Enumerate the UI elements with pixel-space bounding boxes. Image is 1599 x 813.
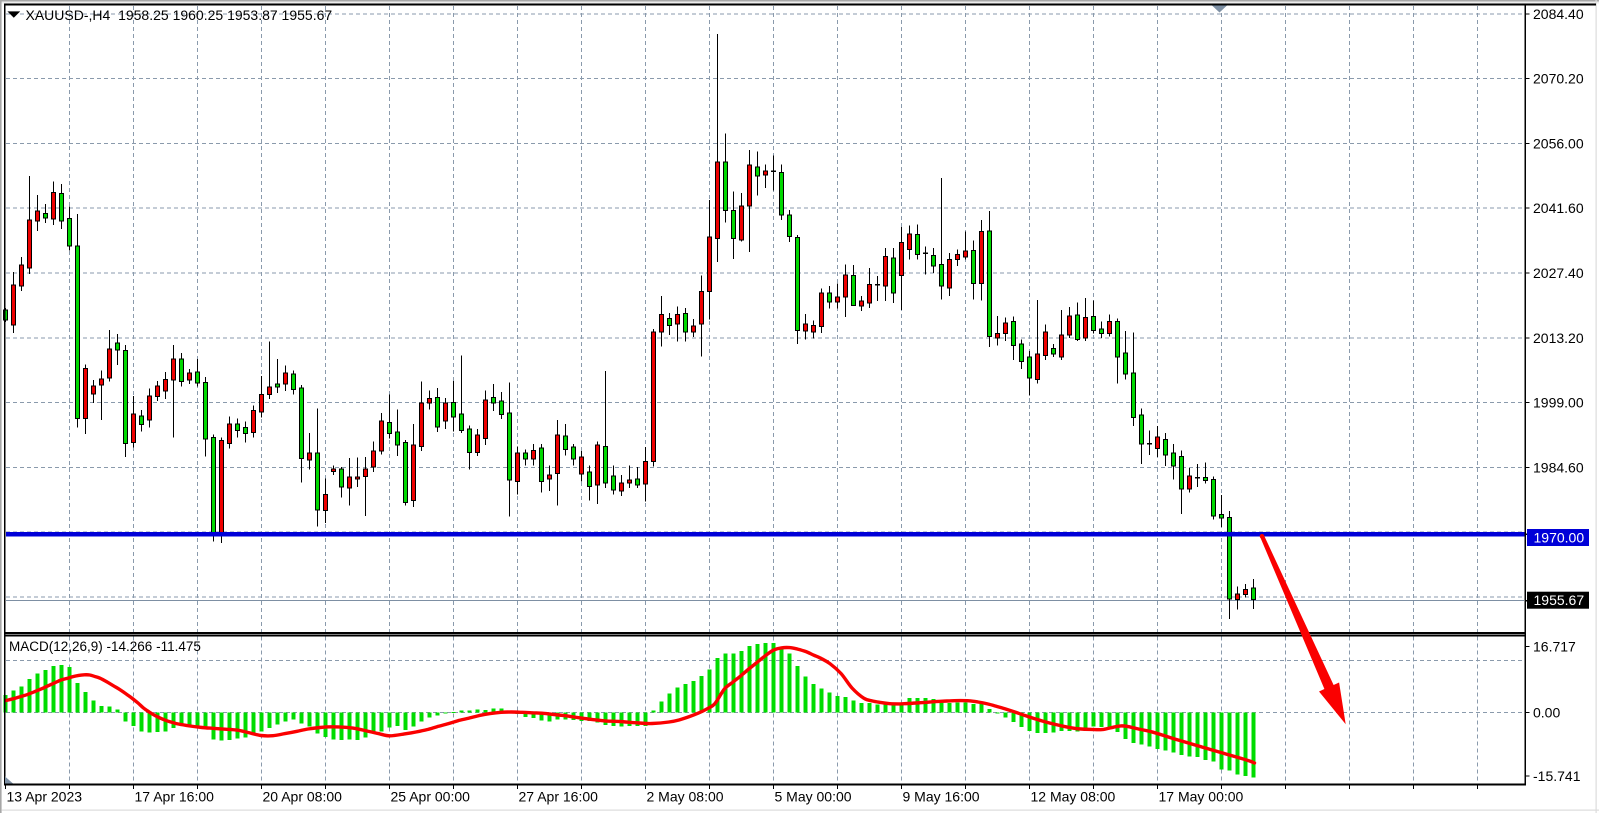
svg-text:20 Apr 08:00: 20 Apr 08:00 <box>263 789 343 805</box>
svg-text:2 May 08:00: 2 May 08:00 <box>647 789 724 805</box>
svg-text:5 May 00:00: 5 May 00:00 <box>775 789 852 805</box>
svg-text:2013.20: 2013.20 <box>1533 330 1584 346</box>
svg-text:12 May 08:00: 12 May 08:00 <box>1031 789 1116 805</box>
svg-text:13 Apr 2023: 13 Apr 2023 <box>7 789 83 805</box>
svg-text:1970.00: 1970.00 <box>1534 530 1585 546</box>
svg-text:27 Apr 16:00: 27 Apr 16:00 <box>519 789 599 805</box>
svg-text:0.00: 0.00 <box>1533 705 1560 721</box>
svg-text:2070.20: 2070.20 <box>1533 71 1584 87</box>
svg-text:-15.741: -15.741 <box>1533 768 1581 784</box>
svg-text:1999.00: 1999.00 <box>1533 395 1584 411</box>
svg-text:2041.60: 2041.60 <box>1533 200 1584 216</box>
svg-text:9 May 16:00: 9 May 16:00 <box>903 789 980 805</box>
svg-text:2056.00: 2056.00 <box>1533 135 1584 151</box>
svg-text:2084.40: 2084.40 <box>1533 6 1584 22</box>
svg-text:1984.60: 1984.60 <box>1533 459 1584 475</box>
svg-text:2027.40: 2027.40 <box>1533 265 1584 281</box>
svg-text:16.717: 16.717 <box>1533 638 1576 654</box>
svg-text:17 May 00:00: 17 May 00:00 <box>1159 789 1244 805</box>
svg-text:17 Apr 16:00: 17 Apr 16:00 <box>135 789 215 805</box>
svg-text:1955.67: 1955.67 <box>1534 592 1585 608</box>
svg-text:25 Apr 00:00: 25 Apr 00:00 <box>391 789 471 805</box>
svg-text:MACD(12,26,9) -14.266 -11.475: MACD(12,26,9) -14.266 -11.475 <box>9 639 201 654</box>
svg-text:XAUUSD-,H4 1958.25 1960.25 19: XAUUSD-,H4 1958.25 1960.25 1953.87 1955.… <box>26 7 333 23</box>
